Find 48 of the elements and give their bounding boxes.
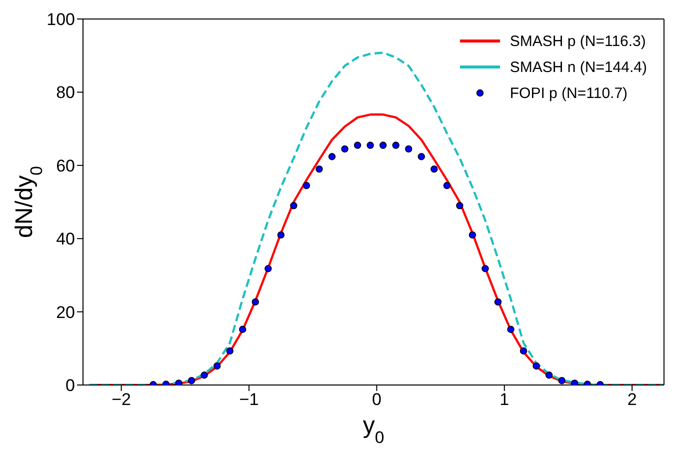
point xyxy=(328,153,336,160)
point xyxy=(341,145,348,153)
point xyxy=(252,298,259,306)
x-tick-label: 0 xyxy=(372,390,382,410)
point xyxy=(545,372,553,379)
legend-label: SMASH p (N=116.3) xyxy=(510,32,646,50)
point xyxy=(507,326,514,333)
y-tick-label: 100 xyxy=(46,10,75,30)
point xyxy=(175,380,182,385)
y-tick-label: 60 xyxy=(56,156,75,176)
point xyxy=(468,231,476,239)
x-tick-label: −2 xyxy=(112,390,132,410)
x-tick-label: 2 xyxy=(627,390,637,410)
point xyxy=(354,142,362,149)
point xyxy=(290,202,298,210)
y-tick-label: 20 xyxy=(56,302,75,322)
point xyxy=(277,231,285,239)
point xyxy=(213,362,221,370)
point xyxy=(558,377,566,384)
legend-label: SMASH n (N=144.4) xyxy=(510,58,647,76)
point xyxy=(482,265,489,272)
point xyxy=(494,298,502,306)
point xyxy=(379,142,387,149)
x-axis-title: y$_{0}$ xyxy=(362,412,384,446)
legend-label: FOPI p (N=110.7) xyxy=(510,84,628,102)
y-tick-label: 80 xyxy=(56,83,75,102)
point xyxy=(430,165,438,173)
point xyxy=(532,362,540,370)
point xyxy=(571,380,578,385)
point xyxy=(443,182,451,190)
point xyxy=(418,153,425,160)
point xyxy=(226,347,234,355)
point xyxy=(302,182,310,190)
point xyxy=(366,142,374,149)
line-series xyxy=(88,52,664,385)
point xyxy=(239,326,246,333)
point xyxy=(392,142,400,149)
point xyxy=(316,165,323,173)
point xyxy=(456,202,464,210)
point xyxy=(405,145,412,153)
x-tick-label: −1 xyxy=(239,390,259,410)
point xyxy=(264,265,272,272)
point xyxy=(520,347,528,355)
y-tick-label: 0 xyxy=(66,376,75,396)
point xyxy=(200,372,208,379)
point xyxy=(188,377,196,384)
y-tick-label: 40 xyxy=(56,230,75,249)
x-tick-label: 1 xyxy=(500,390,510,410)
